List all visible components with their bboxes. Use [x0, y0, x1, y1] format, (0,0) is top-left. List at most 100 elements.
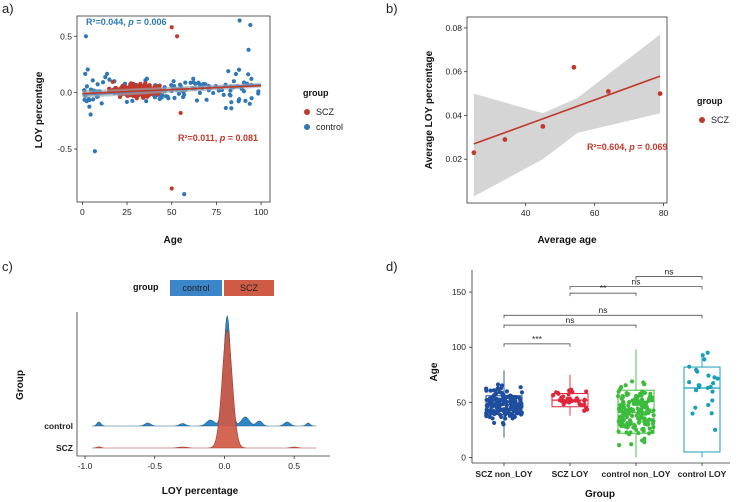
panel-a-point-control [88, 87, 94, 92]
panel-d-ticks: 0 50 100 150 SCZ non_LOY SCZ LOY control non_L… [452, 287, 727, 479]
panel-a-legend-control-label: control [316, 122, 343, 132]
panel-a-point-scz [141, 95, 146, 100]
panel-d-point [640, 410, 645, 415]
panel-d-point [647, 431, 652, 436]
panel-d-point [492, 420, 497, 426]
panel-a-point-control [223, 82, 228, 87]
panel-d-sig-label: ns [599, 305, 608, 315]
panel-c-xtick-label: -1.0 [78, 461, 93, 471]
panel-d-point [488, 408, 493, 413]
panel-b: b) 40 60 80 0.02 0.04 0.06 0.08 Average age Av… [386, 1, 730, 246]
panel-d-point [649, 398, 655, 403]
panel-d-point [627, 418, 633, 423]
panel-b-xtick-label: 60 [590, 208, 600, 218]
panel-d-point [503, 416, 508, 421]
panel-a-point-control [172, 95, 177, 101]
panel-d-point [579, 402, 584, 408]
panel-a-point-control [100, 80, 106, 85]
panel-a-xtick-label: 50 [167, 207, 177, 217]
panel-a-point-control [236, 99, 241, 104]
panel-b-fit-line [473, 75, 661, 145]
panel-a-point-control [84, 84, 90, 89]
panel-d-ytick-label: 150 [452, 287, 466, 297]
panel-a-legend-title: group [303, 88, 329, 98]
panel-d-category-label: SCZ non_LOY [475, 469, 532, 479]
panel-b-label: b) [386, 1, 398, 16]
panel-a-ytick-label: 0.5 [60, 31, 72, 41]
panel-d-point [519, 390, 525, 395]
panel-d-point [687, 379, 692, 385]
panel-d-point [709, 411, 714, 416]
panel-d-point [706, 373, 711, 378]
panel-a-point-outlier [169, 186, 174, 191]
panel-a-point-control [194, 98, 200, 103]
panel-a-point-control [83, 71, 88, 76]
panel-d-point [708, 384, 713, 389]
panel-a-point-outlier [174, 34, 180, 39]
panel-d: d) *** ns ns ** ns ns 0 50 100 150 SCZ non_LOY SCZ… [386, 259, 730, 500]
panel-d-point [562, 399, 567, 404]
panel-d-point [631, 400, 637, 405]
panel-a-point-control [228, 93, 233, 98]
panel-b-legend-scz-marker [699, 117, 705, 123]
panel-a-point-control [196, 80, 201, 85]
panel-a-point-scz [152, 84, 157, 89]
panel-a-point-outlier [83, 34, 89, 39]
panel-d-point [624, 430, 629, 435]
panel-c-category-control: control [44, 421, 73, 431]
panel-d-point [499, 414, 504, 420]
panel-d-point [706, 402, 711, 408]
panel-d-point [484, 397, 489, 402]
panel-d-point [618, 415, 623, 420]
panel-c: c) group control SCZ control SCZ -1.0 -0.… [2, 259, 330, 497]
panel-a-xtick-label: 0 [80, 207, 85, 217]
panel-d-point [710, 398, 715, 403]
panel-c-legend-control-swatch [170, 280, 222, 296]
panel-b-point [657, 91, 663, 96]
panel-a-point-control [95, 82, 100, 87]
panel-b-point [502, 137, 508, 142]
panel-d-point [623, 383, 628, 388]
panel-c-control-density [91, 315, 317, 427]
panel-d-point [494, 410, 499, 416]
panel-a-ticks: 0 25 50 75 100 0.5 0.0 -0.5 [57, 31, 268, 217]
panel-a-point-control [177, 82, 183, 87]
panel-d-sig-label: ns [665, 267, 674, 277]
panel-d-point [616, 394, 621, 399]
panel-c-scz-density [91, 329, 317, 449]
panel-a-point-control [231, 79, 236, 84]
panel-d-box [683, 366, 721, 453]
panel-a-point-control [221, 92, 226, 98]
panel-a-point-scz [138, 81, 143, 86]
panel-d-point [644, 404, 649, 409]
panel-d-point [629, 442, 634, 447]
panel-d-point [628, 430, 633, 435]
panel-d-boxes [484, 349, 721, 458]
panel-a-ylabel: LOY percentage [34, 71, 45, 148]
panel-d-point [504, 389, 509, 394]
panel-a-ytick-label: -0.5 [57, 144, 72, 154]
panel-d-point [500, 393, 505, 399]
panel-d-point [705, 350, 710, 355]
panel-d-point [620, 394, 625, 399]
panel-a-point-scz [145, 85, 150, 90]
panel-d-point [487, 402, 493, 407]
panel-d-point [519, 401, 524, 406]
panel-b-ytick-label: 0.06 [445, 67, 462, 77]
panel-d-point [626, 403, 631, 408]
panel-b-ytick-label: 0.08 [445, 23, 462, 33]
panel-a-point-scz [118, 86, 124, 91]
panel-a-plot-area [76, 15, 271, 203]
panel-c-xtick-label: 0.0 [218, 461, 230, 471]
panel-d-point [643, 411, 648, 416]
panel-b-point [471, 150, 477, 156]
panel-d-point [651, 419, 656, 424]
panel-a-point-scz [110, 79, 115, 84]
panel-d-point [499, 383, 505, 388]
panel-a-point-control [247, 101, 252, 106]
panel-d-point [496, 397, 501, 402]
panel-b-points [471, 64, 663, 156]
panel-a-legend: group SCZ control [303, 88, 343, 132]
panel-a-point-control [103, 75, 108, 80]
